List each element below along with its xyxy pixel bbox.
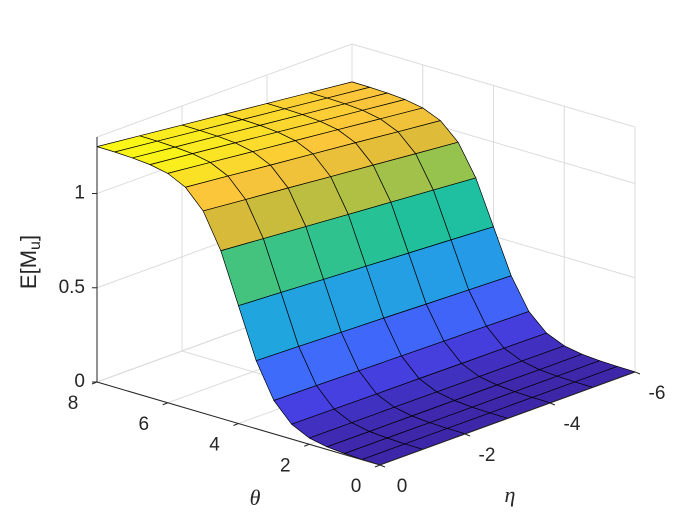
z-label-close: ] [16,235,41,241]
y-tick-label: 4 [209,435,220,456]
y-tick [162,402,168,406]
z-label-sub: u [27,241,44,250]
x-tick-label: -4 [564,414,581,435]
x-axis-label: η [505,482,516,507]
y-tick-label: 8 [68,393,79,414]
z-label-main: E[M [16,250,41,289]
z-axis-label: E[Mu] [16,235,44,289]
x-tick-label: -2 [479,445,496,466]
y-tick-label: 2 [280,455,291,476]
y-tick [374,464,381,468]
y-axis-label: θ [250,485,261,510]
y-tick [304,443,310,447]
x-tick [549,402,556,406]
x-tick-label: -6 [649,383,666,404]
x-axis-line [379,371,636,466]
z-tick-label: 0.5 [59,277,85,298]
x-tick [464,433,471,437]
y-tick [233,423,239,426]
y-tick-label: 0 [351,476,362,497]
z-tick-label: 0 [74,371,85,392]
x-tick [634,371,641,375]
z-tick-label: 1 [74,183,85,204]
x-tick [379,464,386,468]
y-tick-label: 6 [138,414,149,435]
x-tick-label: 0 [397,476,408,497]
box-edge [96,43,353,138]
surface-layer [96,81,636,466]
